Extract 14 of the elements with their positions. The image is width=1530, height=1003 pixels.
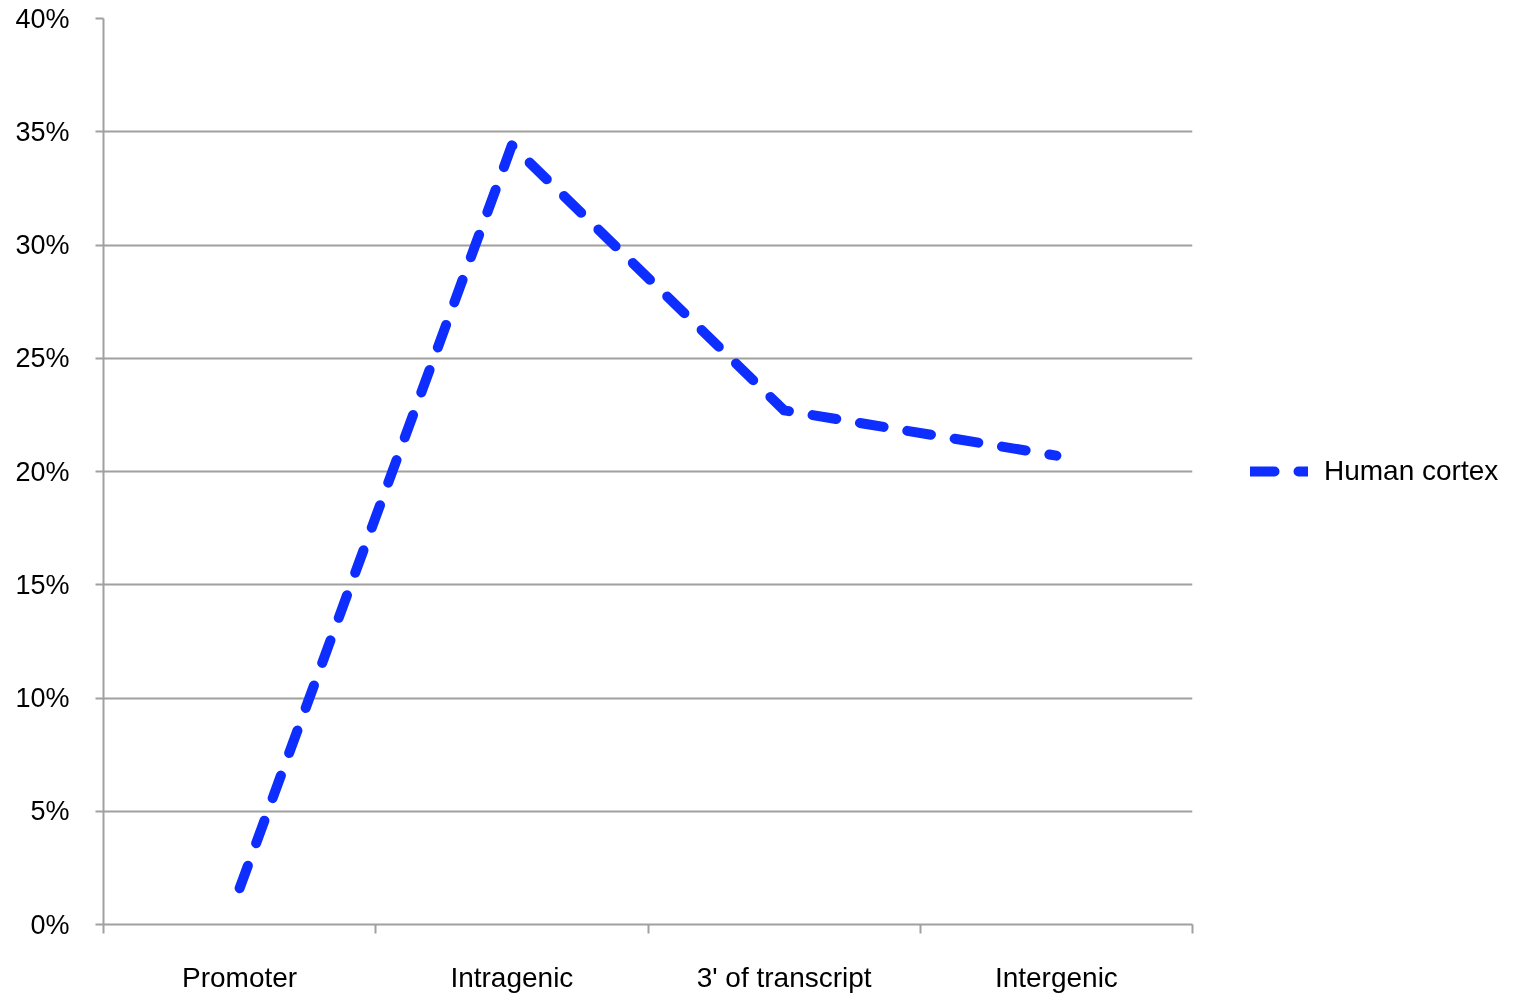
x-tick-label: Promoter xyxy=(182,961,298,993)
y-tick-label: 25% xyxy=(15,343,70,374)
legend-label: Human cortex xyxy=(1324,455,1499,487)
y-tick-label: 15% xyxy=(15,569,70,600)
y-tick-label: 0% xyxy=(30,909,70,940)
x-tick-label: Intragenic xyxy=(450,961,574,993)
x-tick-label: Intergenic xyxy=(994,961,1118,993)
y-tick-label: 40% xyxy=(15,3,70,34)
y-tick-label: 30% xyxy=(15,230,70,260)
y-tick-label: 20% xyxy=(15,456,70,487)
y-tick-label: 5% xyxy=(30,796,70,827)
x-tick-label: 3' of transcript xyxy=(696,961,872,993)
y-tick-label: 35% xyxy=(15,116,70,147)
y-tick-label: 10% xyxy=(15,683,70,713)
